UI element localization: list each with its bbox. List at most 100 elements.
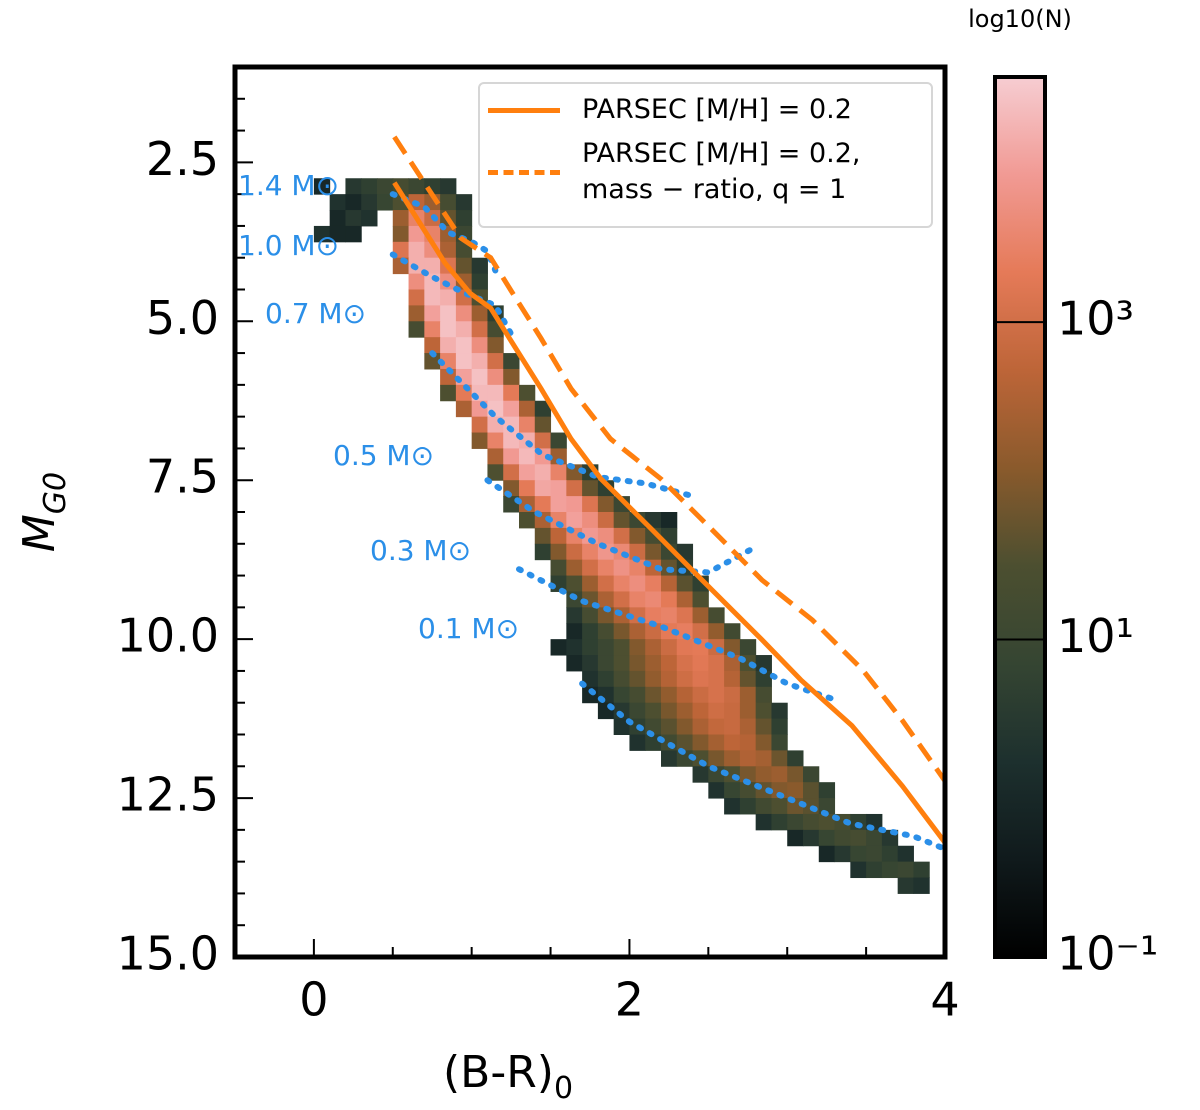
hist-cell (739, 702, 757, 720)
hist-cell (661, 512, 678, 529)
mass-track (516, 566, 838, 703)
hist-cell (692, 702, 709, 720)
hist-cell (329, 210, 346, 227)
x-tick-label: 4 (930, 973, 959, 1027)
hist-cell (692, 718, 709, 735)
hist-cell (534, 416, 552, 434)
hist-cell (519, 480, 536, 497)
hist-cell (582, 480, 599, 497)
hist-cell (850, 845, 867, 863)
hist-cell (361, 194, 378, 211)
hist-cell (787, 829, 804, 847)
hist-cell (566, 655, 583, 672)
hist-cell (724, 750, 741, 767)
hist-cell (881, 845, 899, 863)
hist-cell (645, 670, 662, 688)
mass-track-label: 0.3 M⊙ (370, 534, 471, 567)
hist-cell (597, 623, 615, 640)
hist-cell (613, 718, 630, 735)
hist-cell (582, 575, 599, 592)
hist-cell (645, 623, 662, 640)
hist-cell (692, 607, 709, 624)
hist-cell (503, 353, 520, 370)
hist-cell (582, 670, 599, 688)
y-tick-label: 15.0 (117, 927, 219, 981)
hist-cell (345, 210, 362, 227)
hist-cell (787, 782, 804, 799)
hist-cell (739, 670, 757, 688)
hist-cell (661, 718, 678, 735)
hist-cell (597, 527, 615, 545)
hist-cell (755, 750, 772, 767)
hist-cell (834, 829, 851, 847)
hist-cell (676, 718, 694, 735)
hist-cell (866, 845, 883, 863)
hist-cell (534, 432, 552, 449)
hist-cell (850, 861, 867, 879)
hist-cell (487, 368, 504, 386)
hist-cell (613, 512, 630, 529)
hist-cell (582, 623, 599, 640)
hist-cell (471, 273, 488, 290)
mass-track-label: 0.1 M⊙ (418, 612, 519, 645)
hist-cell (771, 798, 788, 815)
hist-cell (377, 194, 394, 211)
hist-cell (818, 782, 836, 799)
x-axis-label: (B-R)0 (443, 1047, 573, 1106)
hist-cell (676, 607, 694, 624)
hist-cell (519, 464, 536, 481)
hist-cell (408, 289, 425, 306)
hist-cell (739, 798, 757, 815)
hist-cell (566, 496, 583, 513)
hist-cell (708, 655, 725, 672)
hist-cell (440, 353, 457, 370)
mass-track-label: 0.7 M⊙ (265, 297, 366, 330)
hist-cell (613, 623, 630, 640)
hist-cell (724, 702, 741, 720)
hist-cell (582, 655, 599, 672)
hist-cell (724, 623, 741, 640)
hist-cell (455, 210, 473, 227)
hist-cell (803, 829, 820, 847)
colorbar-tick-label: 10³ (1057, 292, 1134, 346)
hist-cell (534, 464, 552, 481)
hist-cell (661, 639, 678, 656)
hist-cell (661, 670, 678, 688)
hist-cell (566, 575, 583, 592)
hist-cell (424, 257, 441, 275)
hist-cell (440, 305, 457, 322)
hist-cell (534, 400, 552, 418)
hist-cell (708, 718, 725, 735)
isochrone-line (392, 181, 945, 845)
hist-cell (345, 178, 362, 195)
hist-cell (724, 686, 741, 704)
legend-entry: PARSEC [M/H] = 0.2 (480, 92, 852, 128)
hist-cell (645, 702, 662, 720)
hist-cell (708, 782, 725, 799)
hist-cell (708, 607, 725, 624)
isochrone-line (392, 135, 945, 783)
hist-cell (676, 750, 694, 767)
hist-cell (550, 432, 567, 449)
hist-cell (550, 639, 567, 656)
hist-cell (424, 353, 441, 370)
legend-swatch (488, 107, 560, 113)
hist-cell (676, 686, 694, 704)
hist-cell (597, 512, 615, 529)
hist-cell (329, 194, 346, 211)
hist-cell (645, 639, 662, 656)
hist-cell (661, 686, 678, 704)
hist-cell (345, 194, 362, 211)
hist-cell (519, 416, 536, 434)
hist-cell (708, 750, 725, 767)
hist-cell (392, 225, 410, 243)
hist-cell (629, 575, 646, 592)
hist-cell (834, 845, 851, 863)
hist-cell (629, 686, 646, 704)
hist-cell (440, 384, 457, 402)
hist-cell (787, 813, 804, 831)
hist-cell (597, 591, 615, 608)
hist-cell (408, 321, 425, 338)
y-tick-label: 7.5 (146, 450, 219, 504)
hist-cell (597, 670, 615, 688)
